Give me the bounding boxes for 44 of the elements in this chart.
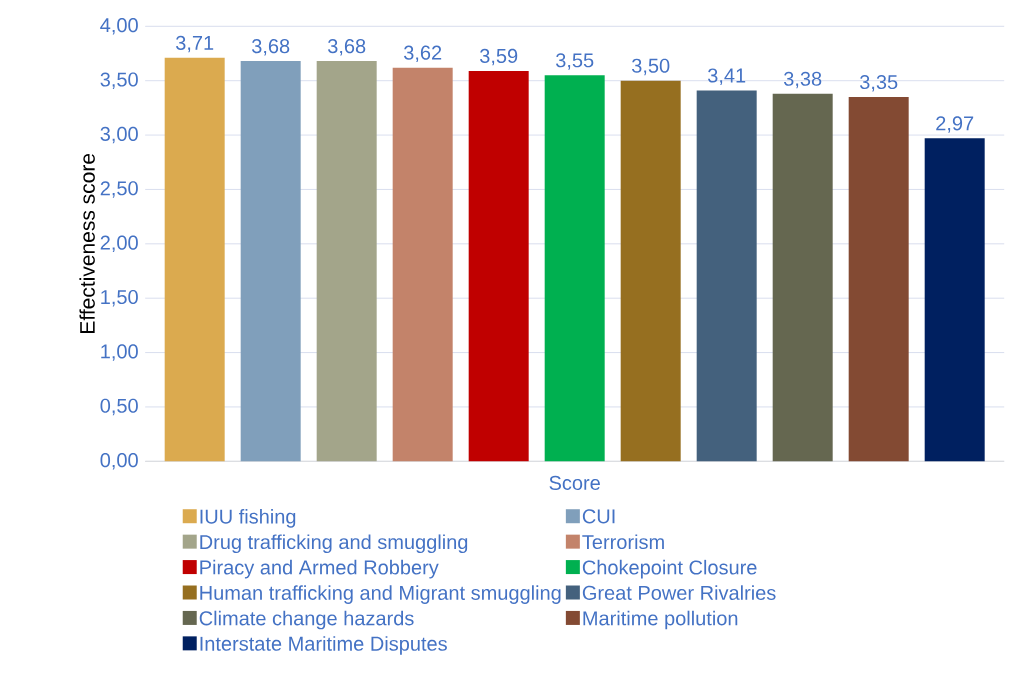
data-label: 3,62: [403, 45, 442, 63]
bar: [772, 93, 833, 462]
y-tick-label: 3,00: [100, 126, 138, 144]
data-label: 3,50: [631, 58, 670, 76]
y-tick-label: 1,00: [101, 344, 138, 361]
legend-label: Drug trafficking and smuggling: [200, 534, 468, 554]
legend-label: Climate change hazards: [199, 610, 414, 630]
legend-label: Chokepoint Closure: [582, 559, 757, 579]
y-tick-label: 4,00: [100, 18, 138, 35]
bar: [164, 57, 225, 462]
legend-label: Interstate Maritime Disputes: [200, 636, 447, 655]
legend-label: CUI: [582, 509, 615, 524]
y-axis-title: Effectiveness score: [79, 153, 95, 333]
x-tick-label: Score: [549, 475, 600, 491]
y-tick-label: 0,00: [100, 453, 138, 470]
legend-label: Great Power Rivalries: [582, 585, 776, 600]
data-label: 3,55: [555, 53, 594, 70]
data-label: 3,68: [251, 39, 290, 56]
data-label: 3,71: [175, 35, 214, 53]
bar: [240, 61, 301, 462]
legend-label: Terrorism: [582, 534, 664, 550]
bar: [316, 61, 377, 462]
data-label: 3,41: [707, 68, 746, 85]
bar: [696, 90, 757, 462]
y-tick-label: 2,50: [100, 181, 138, 198]
bar: [544, 75, 605, 462]
y-tick-label: 2,00: [100, 235, 138, 253]
y-tick-label: 0,50: [100, 398, 138, 416]
legend-label: IUU fishing: [200, 508, 296, 528]
bar: [924, 138, 985, 462]
bar: [848, 97, 909, 462]
bar: [468, 70, 529, 462]
data-label: 3,35: [859, 74, 898, 92]
legend-label: Piracy and Armed Robbery: [200, 559, 439, 579]
legend-label: Human trafficking and Migrant smuggling: [200, 585, 561, 604]
data-label: 3,68: [327, 39, 366, 56]
legend-label: Maritime pollution: [583, 610, 738, 630]
y-tick-label: 3,50: [100, 72, 138, 89]
bar: [392, 67, 453, 462]
y-tick-label: 1,50: [101, 289, 138, 307]
data-label: 3,59: [479, 48, 518, 66]
data-label: 2,97: [936, 116, 974, 133]
data-label: 3,38: [783, 71, 822, 89]
bar: [620, 80, 681, 462]
